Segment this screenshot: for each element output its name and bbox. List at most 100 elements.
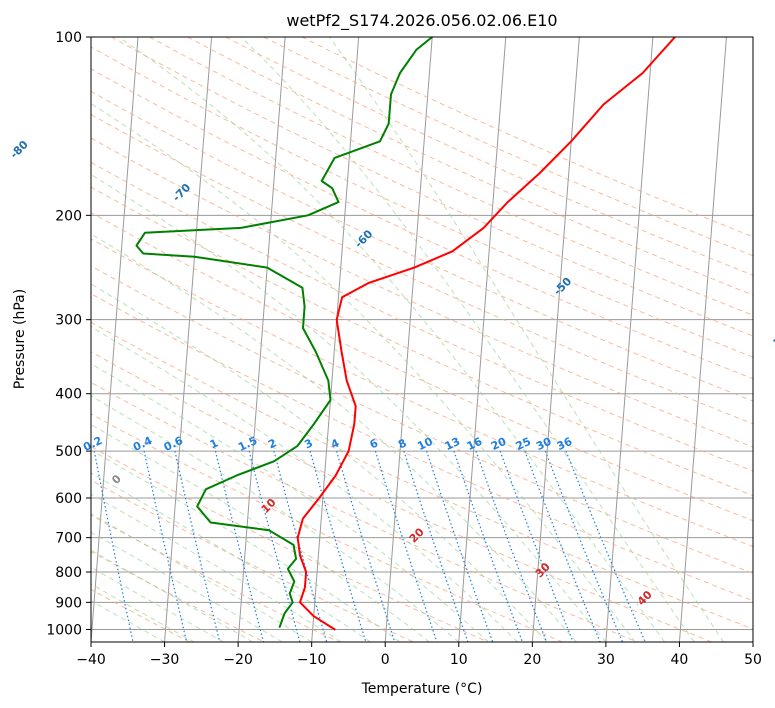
dry-adiabat xyxy=(91,381,638,642)
dry-adiabat xyxy=(91,293,753,602)
y-tick-label: 400 xyxy=(55,387,82,403)
x-axis-label: Temperature (°C) xyxy=(361,681,483,697)
mixing-ratio-line xyxy=(524,450,601,642)
dewpoint-profile-line xyxy=(135,37,434,628)
dry-adiabat xyxy=(91,90,753,402)
mixing-ratio-label: 10 xyxy=(415,435,435,453)
mixing-ratio-line xyxy=(273,450,328,642)
mixing-ratio-line xyxy=(174,450,221,642)
moist-adiabat xyxy=(91,449,401,642)
x-tick-label: 20 xyxy=(523,652,541,668)
isotherms xyxy=(91,37,753,642)
mixing-ratio-line xyxy=(143,450,188,642)
mixing-ratio-line xyxy=(248,450,301,642)
dry-adiabat xyxy=(111,37,753,337)
moist-adiabat xyxy=(91,103,636,642)
dry-adiabat xyxy=(91,68,753,380)
mixing-ratio-label: 25 xyxy=(514,435,533,453)
dry-adiabat-label: -70 xyxy=(170,181,193,204)
x-tick-label: −30 xyxy=(150,652,180,668)
mixing-ratio-label: 2 xyxy=(266,436,278,451)
mixing-ratio-label: 1 xyxy=(208,436,220,451)
dry-adiabat xyxy=(91,161,753,472)
x-tick-label: 10 xyxy=(450,652,468,668)
dry-adiabat xyxy=(91,445,489,642)
plot-frame xyxy=(90,36,754,643)
moist-adiabat xyxy=(91,549,254,642)
mixing-ratio-lines xyxy=(93,450,646,642)
y-tick-label: 700 xyxy=(55,531,82,547)
mixing-ratio-label: 30 xyxy=(534,435,554,453)
dry-adiabat xyxy=(91,588,190,642)
mixing-ratio-line xyxy=(93,450,134,642)
moist-adiabat xyxy=(91,513,312,642)
dry-adiabat xyxy=(91,265,753,574)
isotherm xyxy=(678,37,727,642)
y-tick-label: 1000 xyxy=(46,622,82,638)
dry-adiabat xyxy=(91,212,753,522)
mixing-ratio-line xyxy=(426,450,494,642)
moist-adiabat xyxy=(91,423,430,642)
isotherm xyxy=(164,37,213,642)
x-tick-label: 0 xyxy=(381,652,390,668)
dry-adiabat xyxy=(91,321,753,630)
moist-adiabats xyxy=(91,37,725,642)
chart-title: wetPf2_S174.2026.056.02.06.E10 xyxy=(286,11,557,31)
y-tick-label: 300 xyxy=(55,313,82,329)
moist-adiabat xyxy=(91,531,283,642)
y-tick-label: 600 xyxy=(55,491,82,507)
mixing-ratio-line xyxy=(403,450,469,642)
y-tick-label: 800 xyxy=(55,565,82,581)
moist-adiabat xyxy=(91,233,577,642)
mixing-ratio-label: 6 xyxy=(368,436,381,451)
dry-adiabat xyxy=(91,479,414,642)
dry-adiabat xyxy=(301,37,753,238)
y-tick-label: 200 xyxy=(55,208,82,224)
moist-adiabat xyxy=(91,583,195,642)
mixing-ratio-label: 13 xyxy=(443,435,462,453)
mixing-ratio-label: 36 xyxy=(555,435,575,453)
moist-adiabat xyxy=(91,395,460,642)
y-tick-label: 500 xyxy=(55,444,82,460)
y-tick-label: 900 xyxy=(55,595,82,611)
moist-adiabat xyxy=(91,173,607,642)
plot-area xyxy=(91,37,753,642)
mixing-ratio-label: 3 xyxy=(302,436,314,451)
isotherm xyxy=(531,37,580,642)
mixing-ratio-label: 8 xyxy=(396,436,408,451)
dry-adiabat-label: -80 xyxy=(8,138,31,161)
data-series xyxy=(135,37,676,631)
mixing-ratio-line xyxy=(499,450,574,642)
dry-adiabat xyxy=(91,238,753,548)
moist-adiabat xyxy=(91,472,371,642)
mixing-ratio-line xyxy=(544,450,624,642)
x-axis-ticks: −40 −30 −20 −10 0 10 20 30 40 50 xyxy=(76,642,762,668)
dry-adiabat xyxy=(91,514,340,642)
dry-adiabat xyxy=(149,37,753,316)
temperature-profile-line xyxy=(296,37,676,631)
dry-adiabat xyxy=(91,351,712,642)
moist-adiabat xyxy=(91,283,548,642)
moist-adiabat xyxy=(91,493,342,642)
x-tick-label: 30 xyxy=(597,652,615,668)
y-axis-label: Pressure (hPa) xyxy=(12,289,28,389)
dry-adiabat xyxy=(91,46,753,358)
moist-adiabat xyxy=(91,326,518,642)
mixing-ratio-label: 16 xyxy=(465,435,485,453)
dry-adiabat-label: -50 xyxy=(551,274,574,297)
mixing-ratio-line xyxy=(374,450,438,642)
y-tick-label: 100 xyxy=(55,30,82,46)
dry-adiabat-label: -40 xyxy=(768,323,775,346)
moist-adiabat-label: 30 xyxy=(533,560,553,580)
dry-adiabat xyxy=(91,186,753,497)
x-tick-label: −40 xyxy=(76,652,106,668)
mixing-ratio-line xyxy=(336,450,396,642)
dry-adiabat-label: -60 xyxy=(352,227,375,250)
moist-adiabat xyxy=(91,363,489,642)
x-tick-label: −10 xyxy=(297,652,327,668)
dry-adiabats xyxy=(91,37,753,642)
isotherm xyxy=(458,37,507,642)
isotherm xyxy=(605,37,654,642)
